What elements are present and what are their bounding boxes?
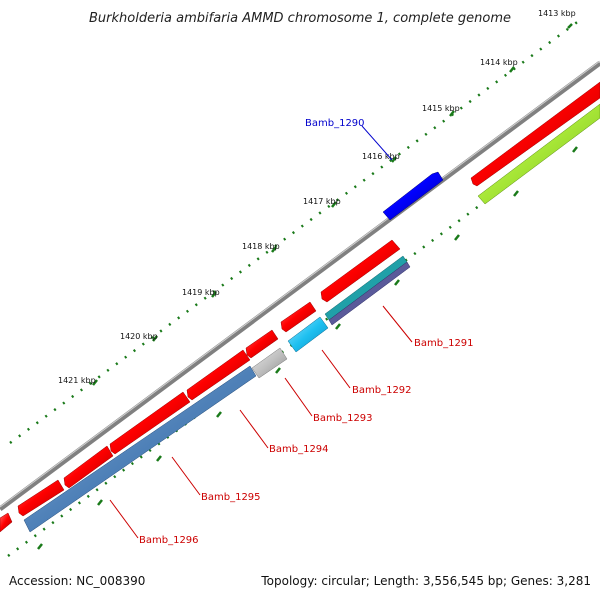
tick-ring-inner	[7, 114, 600, 558]
gene-arrow[interactable]	[63, 445, 114, 489]
kbp-label: 1421 kbp	[58, 376, 96, 385]
kbp-label: 1418 kbp	[242, 242, 280, 251]
feature-gray[interactable]	[251, 347, 288, 379]
kbp-label: 1415 kbp	[422, 104, 460, 113]
gene-label-bamb-1290[interactable]: Bamb_1290	[305, 118, 365, 129]
gene-arrow[interactable]	[109, 391, 191, 455]
kbp-label: 1416 kbp	[362, 152, 400, 161]
gene-label-bamb-1293[interactable]: Bamb_1293	[313, 413, 373, 424]
gene-label-bamb-1294[interactable]: Bamb_1294	[269, 444, 329, 455]
genome-backbone-highlight	[0, 60, 600, 508]
gene-arrow[interactable]	[245, 329, 279, 359]
kbp-label: 1417 kbp	[303, 197, 341, 206]
genome-backbone	[0, 60, 600, 512]
gene-label-bamb-1295[interactable]: Bamb_1295	[201, 492, 261, 503]
gene-label-bamb-1291[interactable]: Bamb_1291	[414, 338, 474, 349]
major-ticks-inner	[37, 146, 578, 550]
feature-steel[interactable]	[23, 365, 257, 533]
gene-arrow[interactable]	[470, 81, 600, 187]
kbp-label: 1413 kbp	[538, 9, 576, 18]
gene-arrow[interactable]	[17, 479, 65, 517]
gene-arrow[interactable]	[280, 301, 317, 333]
kbp-label: 1419 kbp	[182, 288, 220, 297]
feature-purple[interactable]	[328, 261, 411, 326]
kbp-label: 1420 kbp	[120, 332, 158, 341]
gene-label-bamb-1292[interactable]: Bamb_1292	[352, 385, 412, 396]
gene-label-bamb-1296[interactable]: Bamb_1296	[139, 535, 199, 546]
gene-bamb-1291-upper[interactable]	[320, 239, 401, 303]
major-ticks-outer	[92, 23, 573, 386]
accession-text: Accession: NC_008390	[9, 574, 146, 588]
gene-arrow[interactable]	[186, 349, 251, 401]
topology-text: Topology: circular; Length: 3,556,545 bp…	[261, 574, 591, 588]
feature-cyan[interactable]	[287, 316, 329, 353]
kbp-label: 1414 kbp	[480, 58, 518, 67]
map-title: Burkholderia ambifaria AMMD chromosome 1…	[89, 11, 511, 26]
gene-bamb-1290[interactable]	[382, 171, 444, 221]
gene-arrow[interactable]	[0, 512, 13, 533]
feature-lime[interactable]	[477, 103, 600, 205]
callout-lines	[109, 125, 413, 539]
